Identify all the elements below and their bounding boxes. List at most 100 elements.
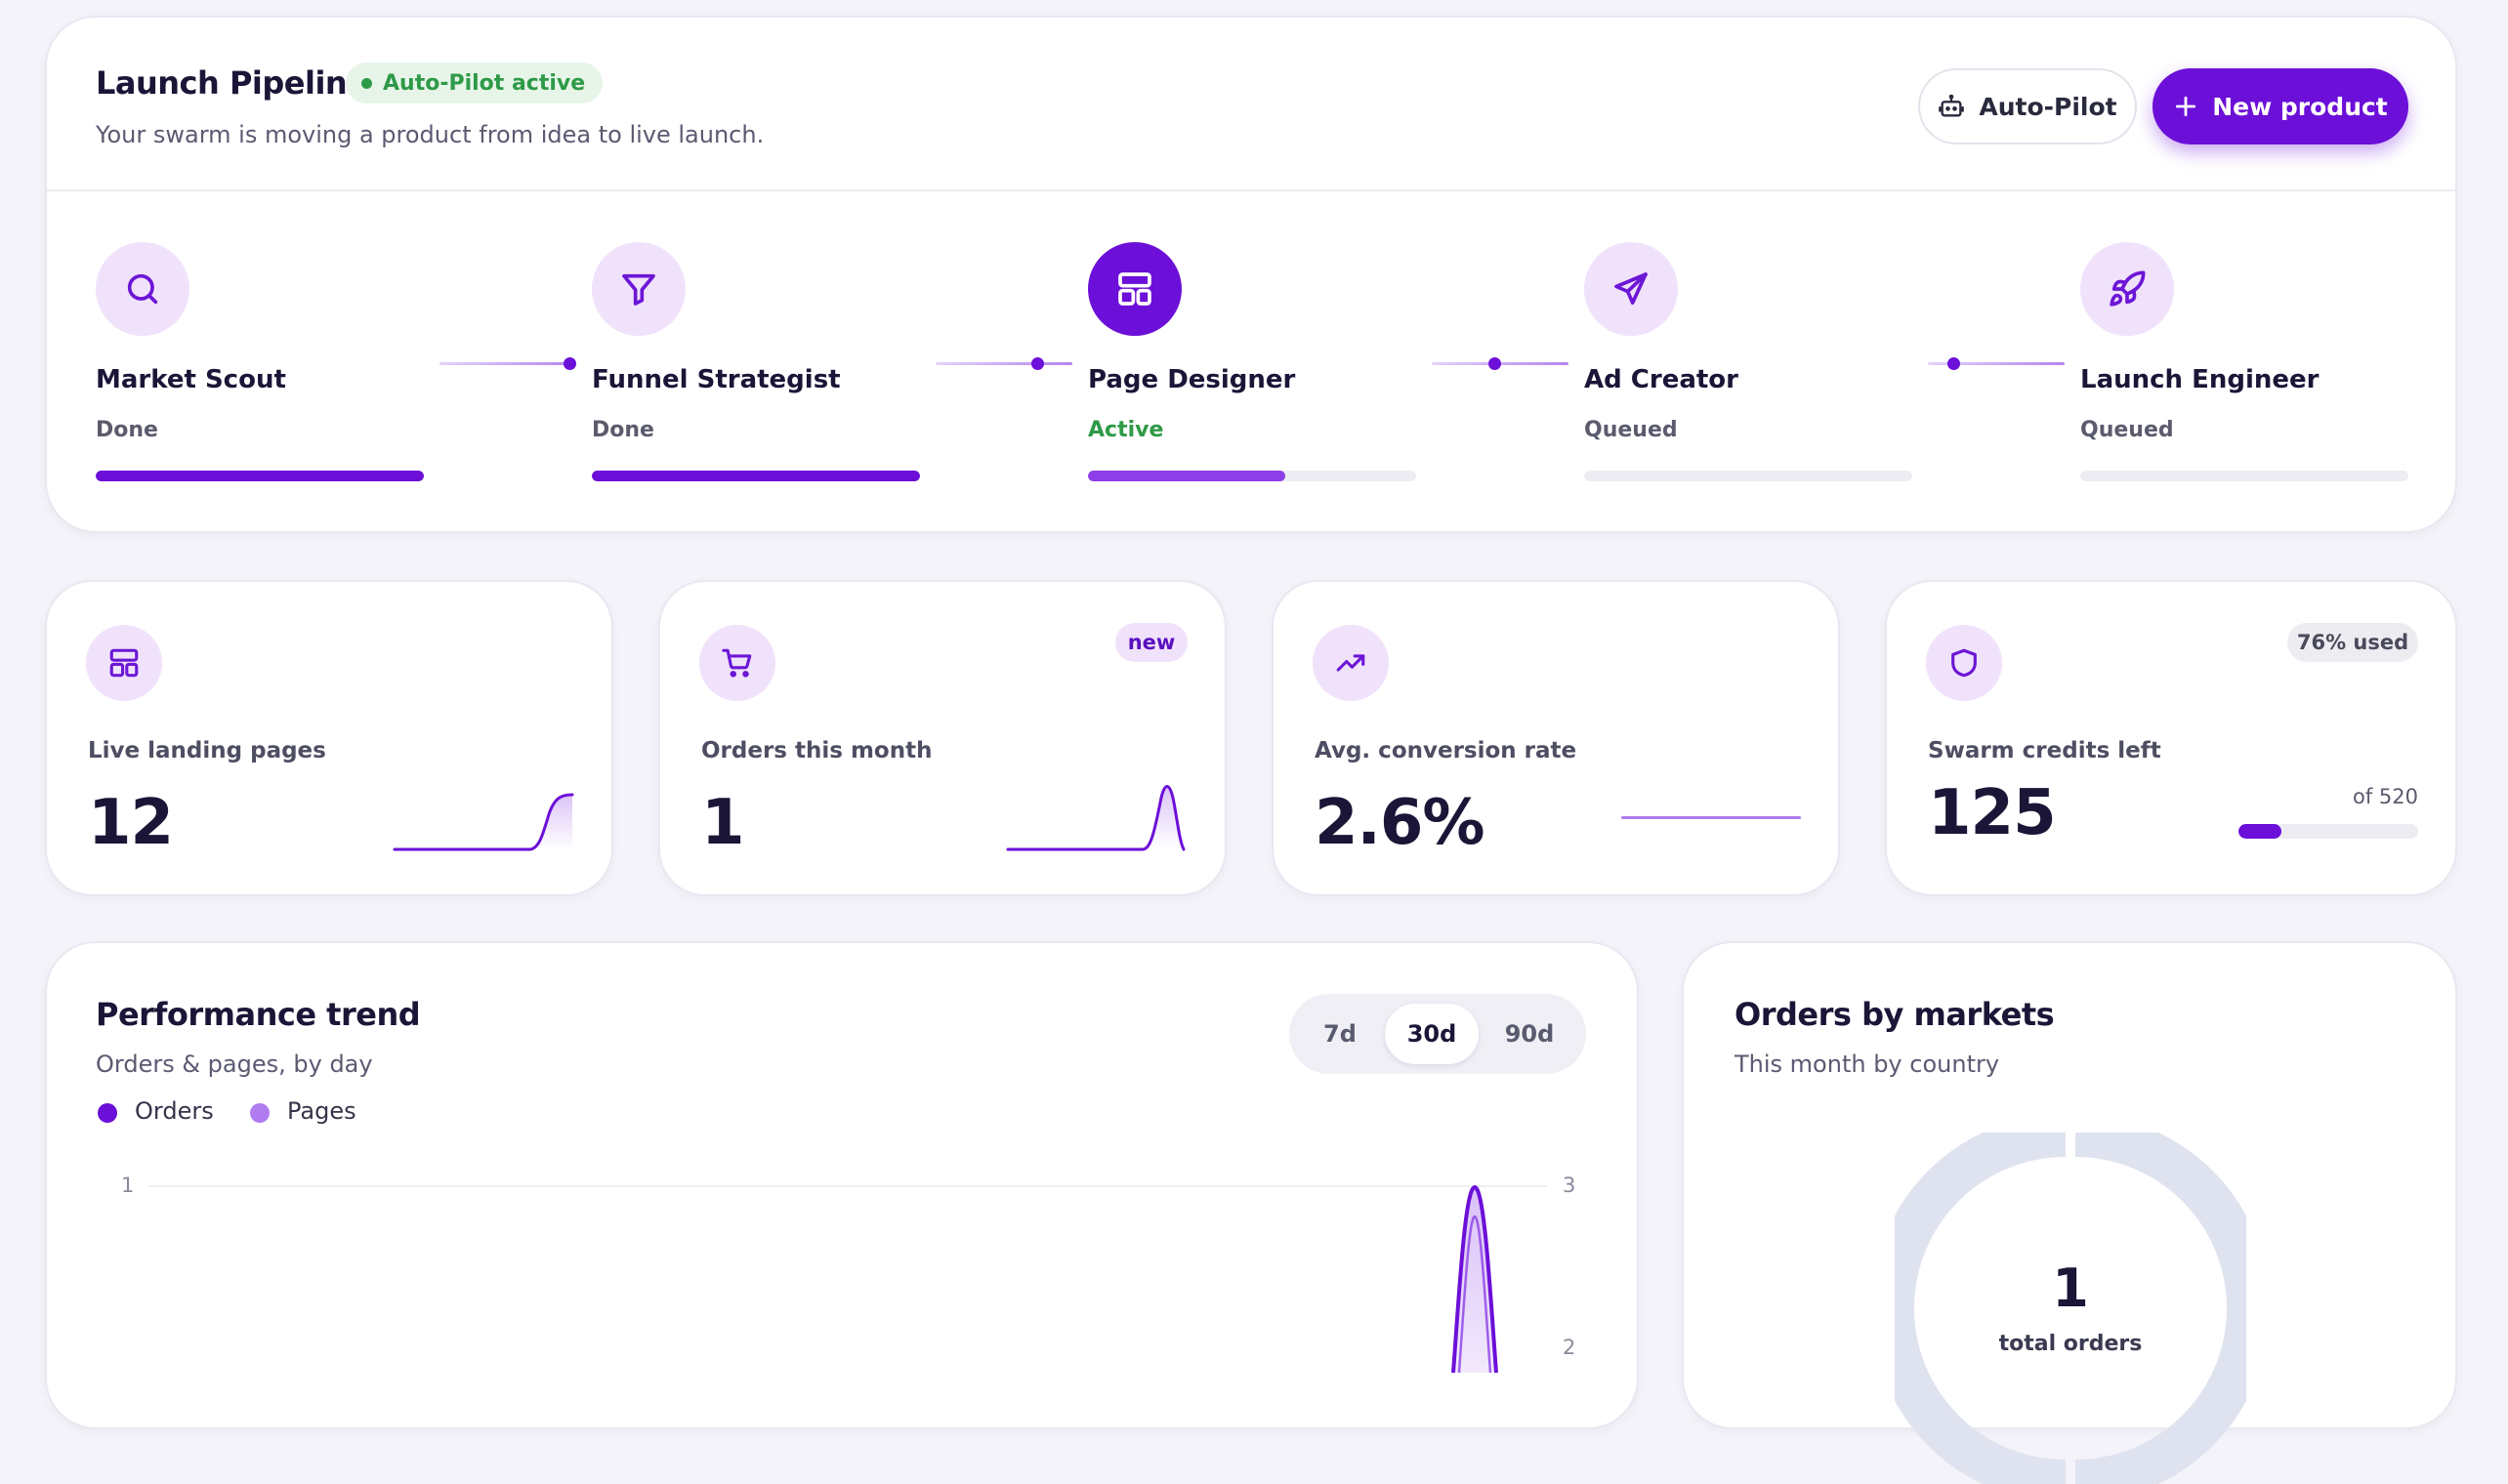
stat-icon-wrap [1926, 625, 2002, 701]
donut-total-label: total orders [1998, 1332, 2143, 1356]
stage-status: Queued [2080, 418, 2174, 442]
send-icon [1614, 272, 1648, 305]
stat-label: Avg. conversion rate [1315, 738, 1577, 763]
stage-status: Queued [1584, 418, 1678, 442]
stage-progress-bar [2080, 471, 2408, 481]
trend-subtitle: Orders & pages, by day [96, 1051, 373, 1078]
robot-icon [1939, 94, 1965, 117]
autopilot-button[interactable]: Auto-Pilot [1918, 68, 2137, 144]
pipeline-title: Launch Pipeline [96, 64, 368, 102]
status-dot [361, 78, 372, 89]
orders-series-line [1451, 1184, 1498, 1373]
shield-icon [1951, 648, 1977, 678]
autopilot-badge-label: Auto-Pilot active [383, 70, 586, 96]
stat-label: Live landing pages [88, 738, 326, 763]
stage-name: Ad Creator [1584, 365, 1738, 394]
stage-progress-bar [1088, 471, 1416, 481]
range-option-30d[interactable]: 30d [1385, 1004, 1479, 1064]
autopilot-button-label: Auto-Pilot [1979, 92, 2117, 121]
pipeline-subtitle: Your swarm is moving a product from idea… [96, 121, 765, 148]
usage-badge: 76% used [2287, 623, 2418, 662]
cart-icon [722, 648, 752, 678]
flat-sparkline [1621, 816, 1801, 819]
credits-total: of 520 [2353, 785, 2418, 808]
stage-status: Done [592, 418, 654, 442]
stat-card-conversion: Avg. conversion rate 2.6% [1272, 580, 1840, 896]
donut-total-value: 1 [2052, 1257, 2089, 1319]
stage-progress-bar [96, 471, 424, 481]
orders-by-markets-card: Orders by markets This month by country … [1682, 941, 2457, 1484]
stage-connector [1432, 357, 1568, 370]
stat-card-landing-pages: Live landing pages 12 [45, 580, 613, 896]
stat-value: 125 [1928, 777, 2057, 849]
connector-dot [564, 357, 576, 370]
range-option-7d[interactable]: 7d [1323, 1020, 1357, 1048]
stage-market-scout-icon-wrap [96, 242, 189, 336]
stage-name: Launch Engineer [2080, 365, 2320, 394]
stage-progress-bar [592, 471, 920, 481]
filter-icon [622, 273, 655, 306]
stat-icon-wrap [86, 625, 162, 701]
layout-icon [109, 648, 139, 678]
trending-up-icon [1336, 654, 1365, 672]
pipeline-card: Launch Pipeline Auto-Pilot active Your s… [45, 16, 2457, 533]
search-icon [127, 273, 158, 305]
stage-name: Market Scout [96, 365, 286, 394]
stage-ad-creator-icon-wrap [1584, 242, 1678, 336]
credits-progress-bar [2238, 824, 2418, 839]
stat-icon-wrap [699, 625, 775, 701]
stat-label: Orders this month [701, 738, 933, 763]
legend-dot-pages [250, 1103, 270, 1123]
stage-connector [1928, 357, 2065, 370]
new-product-label: New product [2212, 92, 2388, 121]
pages-series-line [1457, 1215, 1492, 1373]
stage-status: Active [1088, 418, 1164, 442]
layout-icon [1118, 272, 1151, 306]
pipeline-divider [47, 189, 2455, 191]
sparkline [393, 793, 574, 851]
right-axis-tick: 2 [1563, 1336, 1576, 1359]
sparkline [1006, 785, 1186, 851]
markets-title: Orders by markets [1735, 996, 2055, 1033]
stat-card-credits: 76% used Swarm credits left 125 of 520 [1885, 580, 2457, 896]
new-product-button[interactable]: New product [2153, 68, 2408, 144]
stage-progress-fill [96, 471, 424, 481]
performance-trend-card: Performance trend Orders & pages, by day… [45, 941, 1639, 1429]
markets-subtitle: This month by country [1735, 1051, 2000, 1078]
stage-progress-fill [1088, 471, 1285, 481]
left-axis-tick: 1 [121, 1174, 135, 1197]
plus-icon [2176, 96, 2196, 117]
rocket-icon [2110, 270, 2146, 307]
stage-name: Page Designer [1088, 365, 1296, 394]
new-badge: new [1115, 623, 1188, 662]
connector-dot [1488, 357, 1501, 370]
stat-value: 12 [88, 787, 174, 859]
range-option-90d[interactable]: 90d [1504, 1020, 1555, 1048]
right-axis-tick: 3 [1563, 1174, 1576, 1197]
chart-gridline [148, 1185, 1547, 1187]
legend-label-orders: Orders [135, 1097, 214, 1125]
stat-icon-wrap [1313, 625, 1389, 701]
trend-title: Performance trend [96, 996, 421, 1033]
stage-name: Funnel Strategist [592, 365, 841, 394]
legend-label-pages: Pages [287, 1097, 356, 1125]
connector-dot [1031, 357, 1044, 370]
stat-value: 2.6% [1315, 787, 1484, 859]
stage-launch-engineer-icon-wrap [2080, 242, 2174, 336]
connector-dot [1947, 357, 1960, 370]
stage-progress-fill [592, 471, 920, 481]
stage-status: Done [96, 418, 158, 442]
autopilot-status-badge: Auto-Pilot active [346, 62, 604, 103]
stat-value: 1 [701, 787, 745, 859]
legend-dot-orders [98, 1103, 117, 1123]
stage-funnel-strategist-icon-wrap [592, 242, 686, 336]
stat-card-orders: new Orders this month 1 [658, 580, 1227, 896]
stage-connector [439, 357, 576, 370]
range-selector: 7d 30d 90d [1289, 994, 1586, 1074]
stat-label: Swarm credits left [1928, 738, 2161, 763]
stage-page-designer-icon-wrap [1088, 242, 1182, 336]
trend-chart [1451, 1184, 1498, 1373]
orders-series-area [1453, 1187, 1496, 1373]
credits-progress-fill [2238, 824, 2282, 839]
stage-connector [936, 357, 1072, 370]
